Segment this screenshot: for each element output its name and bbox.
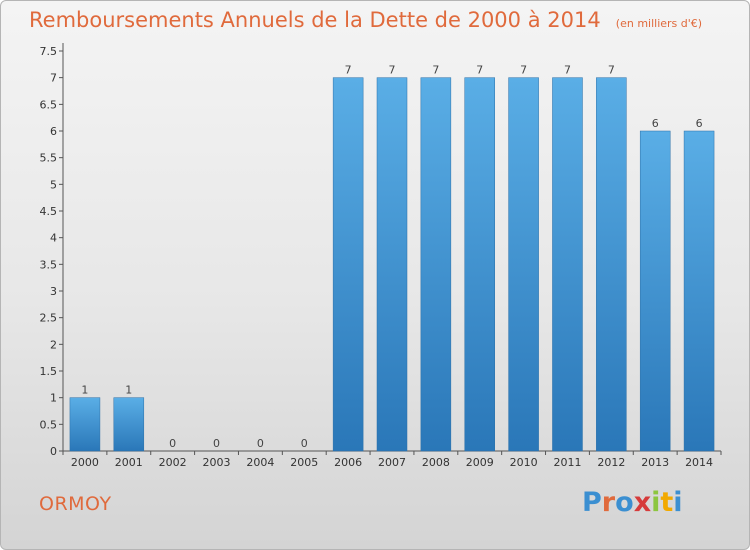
bar-value-label: 7	[476, 64, 483, 77]
y-tick-label: 2.5	[40, 312, 58, 325]
y-tick-label: 0.5	[40, 418, 58, 431]
bar	[464, 77, 495, 452]
bar	[552, 77, 583, 452]
y-tick-label: 7.5	[40, 45, 58, 58]
bar	[508, 77, 539, 452]
logo-letter: x	[633, 487, 652, 518]
y-tick-label: 0	[50, 445, 57, 458]
logo-letter: t	[660, 487, 674, 518]
bar-value-label: 7	[345, 64, 352, 77]
chart-title: Remboursements Annuels de la Dette de 20…	[29, 8, 702, 32]
bar	[596, 77, 627, 452]
bar	[639, 130, 671, 452]
bar-value-label: 7	[520, 64, 527, 77]
bar	[69, 397, 101, 452]
bar-value-label: 0	[301, 437, 308, 450]
bar-value-label: 0	[213, 437, 220, 450]
bar	[420, 77, 452, 452]
logo-letter: o	[615, 487, 634, 518]
chart-title-text: Remboursements Annuels de la Dette de 20…	[29, 8, 601, 32]
y-tick-label: 7	[50, 72, 57, 85]
bar-value-label: 7	[564, 64, 571, 77]
x-tick-label: 2011	[553, 456, 581, 469]
bar	[683, 130, 715, 452]
y-tick-label: 5.5	[40, 152, 58, 165]
y-tick-label: 3.5	[40, 258, 58, 271]
x-tick-label: 2001	[115, 456, 143, 469]
x-tick-label: 2007	[378, 456, 406, 469]
y-tick-label: 4	[50, 232, 57, 245]
x-tick-label: 2014	[685, 456, 713, 469]
bar-value-label: 6	[652, 117, 659, 130]
x-tick-label: 2002	[159, 456, 187, 469]
bar	[376, 77, 408, 452]
proxiti-logo: Proxiti	[582, 487, 683, 518]
chart-unit: (en milliers d'€)	[615, 17, 703, 30]
y-tick-label: 6	[50, 125, 57, 138]
bar-value-label: 7	[389, 64, 396, 77]
y-tick-label: 6.5	[40, 98, 58, 111]
x-tick-label: 2009	[466, 456, 494, 469]
logo-letter: r	[601, 487, 616, 518]
bar-value-label: 7	[432, 64, 439, 77]
y-tick-label: 2	[50, 338, 57, 351]
bar-value-label: 0	[257, 437, 264, 450]
x-tick-label: 2010	[510, 456, 538, 469]
y-tick-label: 5	[50, 178, 57, 191]
bar-value-label: 1	[81, 384, 88, 397]
bar-value-label: 1	[125, 384, 132, 397]
y-tick-label: 3	[50, 285, 57, 298]
bar	[113, 397, 145, 452]
x-tick-label: 2004	[246, 456, 274, 469]
x-tick-label: 2012	[597, 456, 625, 469]
bar-value-label: 6	[696, 117, 703, 130]
x-tick-label: 2006	[334, 456, 362, 469]
x-tick-label: 2005	[290, 456, 318, 469]
x-tick-label: 2003	[203, 456, 231, 469]
bar-value-label: 7	[608, 64, 615, 77]
y-tick-label: 1.5	[40, 365, 58, 378]
x-tick-label: 2013	[641, 456, 669, 469]
logo-letter: i	[673, 487, 683, 518]
y-tick-label: 4.5	[40, 205, 58, 218]
bar-value-label: 0	[169, 437, 176, 450]
x-tick-label: 2008	[422, 456, 450, 469]
y-tick-label: 1	[50, 392, 57, 405]
x-tick-label: 2000	[71, 456, 99, 469]
logo-letter: P	[582, 487, 602, 518]
commune-name: ORMOY	[39, 493, 112, 515]
logo-letter: i	[651, 487, 661, 518]
bar	[332, 77, 364, 452]
